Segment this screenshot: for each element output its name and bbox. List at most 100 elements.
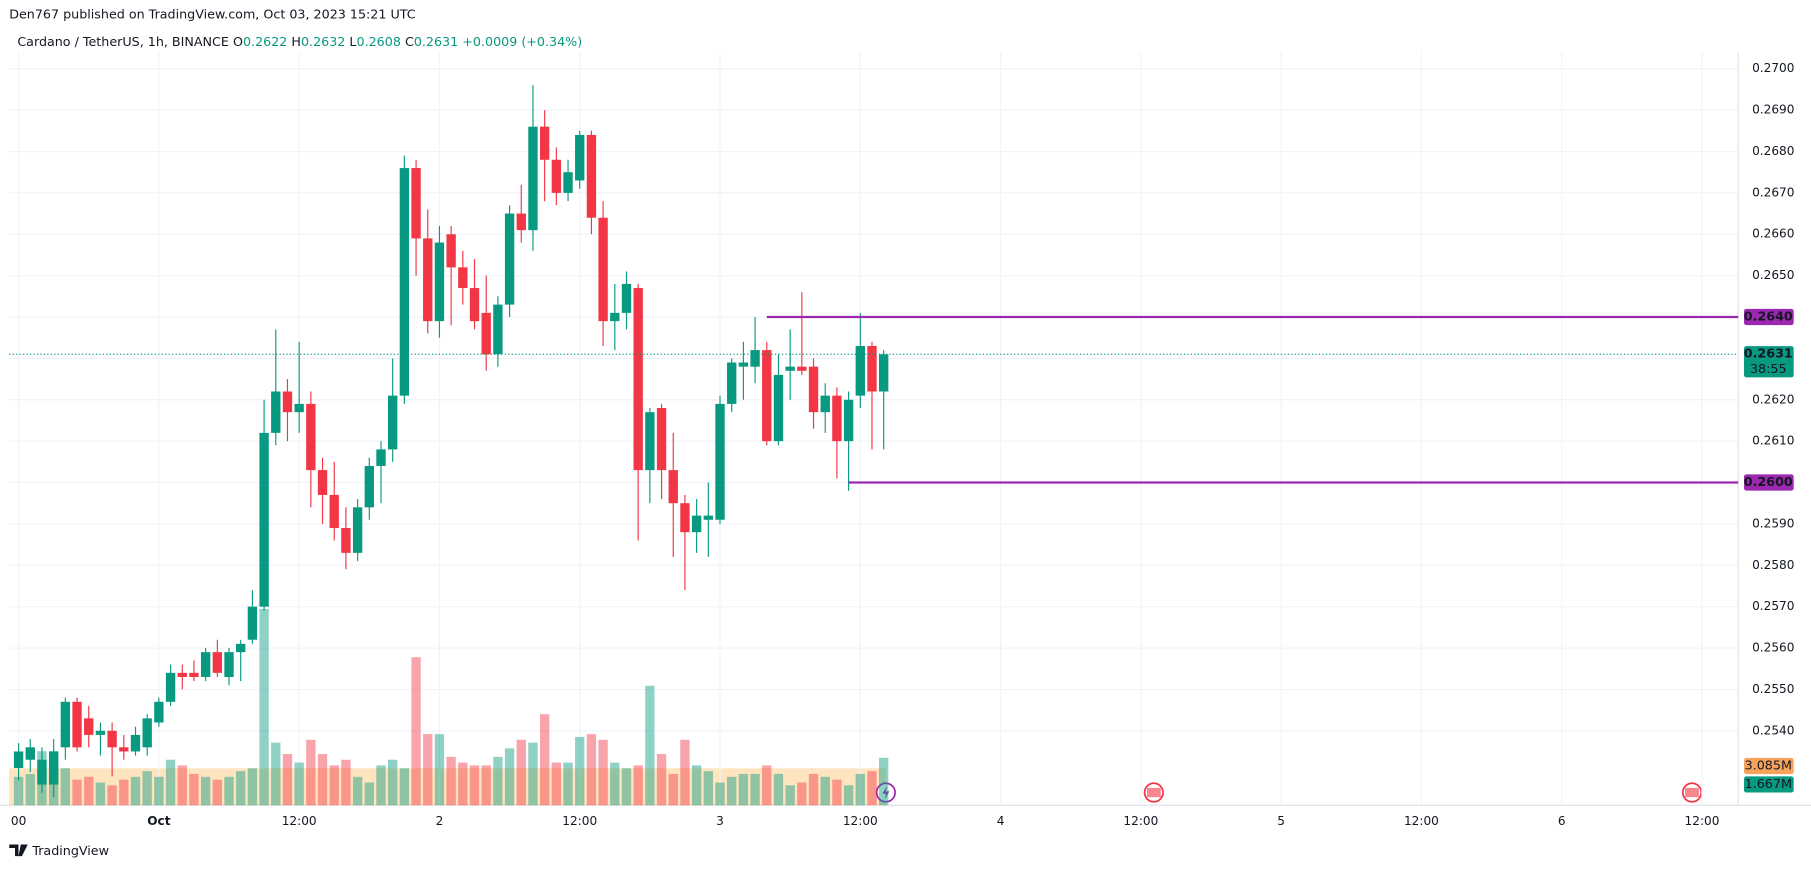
candle-body <box>411 168 421 239</box>
candle-body <box>37 759 47 785</box>
ohlc-key: O <box>233 33 243 48</box>
candle-body <box>189 672 199 677</box>
candle-body <box>469 288 480 322</box>
volume-bar <box>294 762 304 806</box>
volume-bar <box>481 765 491 806</box>
candle-body <box>446 234 456 268</box>
candle-body <box>855 345 865 396</box>
candle-body <box>575 134 585 181</box>
last-price-bg <box>1744 346 1794 378</box>
ohlc-key: L <box>349 33 356 48</box>
volume-bar <box>224 776 234 806</box>
volume-label: 3.085M <box>1745 757 1792 772</box>
candle-body <box>259 432 269 607</box>
ohlc-key: C <box>405 33 414 48</box>
candle-body <box>200 652 211 677</box>
candle-body <box>539 126 550 160</box>
volume-bar <box>434 734 445 806</box>
x-tick-label: 3 <box>716 814 724 828</box>
symbol-legend: Cardano / TetherUS, 1h, BINANCE O0.2622 … <box>17 33 582 48</box>
volume-bar <box>329 765 339 806</box>
volume-bar <box>493 756 503 806</box>
footer-logo <box>9 844 28 857</box>
candle-body <box>224 652 234 677</box>
candle-body <box>750 350 760 367</box>
change: +0.0009 (+0.34%) <box>462 33 582 48</box>
x-tick-label: 12:00 <box>282 814 317 828</box>
candle-body <box>212 652 223 673</box>
volume-bar <box>855 773 865 806</box>
candle-body <box>843 399 854 442</box>
candle-body <box>797 366 807 371</box>
volume-bar <box>388 759 398 806</box>
volume-bar <box>200 776 211 806</box>
volume-bar <box>411 657 421 806</box>
volume-bar <box>107 785 117 806</box>
candle-body <box>715 403 725 520</box>
volume-bar <box>762 765 772 806</box>
volume-bar <box>516 739 526 806</box>
candle-body <box>236 643 246 653</box>
candle-body <box>434 242 445 322</box>
volume-bar <box>259 608 269 806</box>
candle-body <box>762 350 772 442</box>
volume-bar <box>154 776 164 806</box>
volume-bar <box>575 736 585 806</box>
volume-ma-band <box>9 768 886 806</box>
volume-bar <box>212 779 223 806</box>
volume-bar <box>645 685 655 806</box>
event-icons <box>875 782 1703 803</box>
candle-body <box>832 395 842 442</box>
candle-body <box>738 362 749 367</box>
volume-bar <box>843 785 854 806</box>
candle-body <box>364 465 374 508</box>
volume-bar <box>60 768 71 806</box>
volume-bar <box>750 773 760 806</box>
volume-bar <box>13 776 24 806</box>
candle-body <box>271 391 281 433</box>
y-tick-label: 0.2670 <box>1752 185 1794 199</box>
y-tick-label: 0.2570 <box>1752 599 1794 613</box>
candle-body <box>329 494 339 529</box>
volume-bar <box>820 776 830 806</box>
candle-body <box>282 391 293 413</box>
volume-bar <box>72 779 82 806</box>
candle-body <box>504 213 515 305</box>
candle-body <box>294 403 304 413</box>
candle-body <box>376 449 386 466</box>
volume-bar <box>715 782 725 806</box>
volume-bar <box>808 773 819 806</box>
candle-body <box>610 312 620 322</box>
volume-bar <box>352 776 363 806</box>
candle-body <box>142 718 152 748</box>
volume-bar <box>539 714 550 806</box>
volume-bar <box>621 768 632 806</box>
volume-label-bg <box>1744 757 1794 775</box>
candle-body <box>528 126 538 231</box>
candle-body <box>668 470 678 504</box>
candle-body <box>516 213 526 231</box>
candle-body <box>107 730 117 748</box>
candle-body <box>399 168 410 396</box>
y-tick-label: 0.2680 <box>1752 144 1794 158</box>
volume-bar <box>785 785 795 806</box>
volume-bar <box>306 739 316 806</box>
volume-bar <box>563 762 573 806</box>
candle-body <box>165 672 176 702</box>
x-tick-label: Oct <box>147 814 170 828</box>
candle-body <box>130 734 141 752</box>
volume-bar <box>633 765 643 806</box>
volume-bar <box>610 762 620 806</box>
candle-body <box>551 159 562 193</box>
volume-bar <box>680 739 690 806</box>
volume-bar <box>364 782 374 806</box>
volume-bar <box>738 773 749 806</box>
volume-bar <box>189 773 199 806</box>
volume-bar <box>446 756 456 806</box>
candle-body <box>727 362 737 404</box>
symbol: Cardano / TetherUS, 1h, BINANCE <box>17 33 229 48</box>
candle-body <box>773 374 784 442</box>
x-tick-label: 12:00 <box>843 814 878 828</box>
candle-body <box>645 412 655 471</box>
